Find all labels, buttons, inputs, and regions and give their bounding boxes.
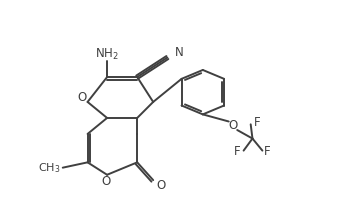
Text: N: N [174,46,183,60]
Text: F: F [253,116,260,129]
Text: CH$_3$: CH$_3$ [38,161,61,174]
Text: F: F [234,145,241,158]
Text: O: O [102,175,111,188]
Text: O: O [156,179,166,192]
Text: O: O [77,91,86,104]
Text: NH$_2$: NH$_2$ [95,46,119,62]
Text: O: O [228,119,237,132]
Text: F: F [264,145,271,158]
